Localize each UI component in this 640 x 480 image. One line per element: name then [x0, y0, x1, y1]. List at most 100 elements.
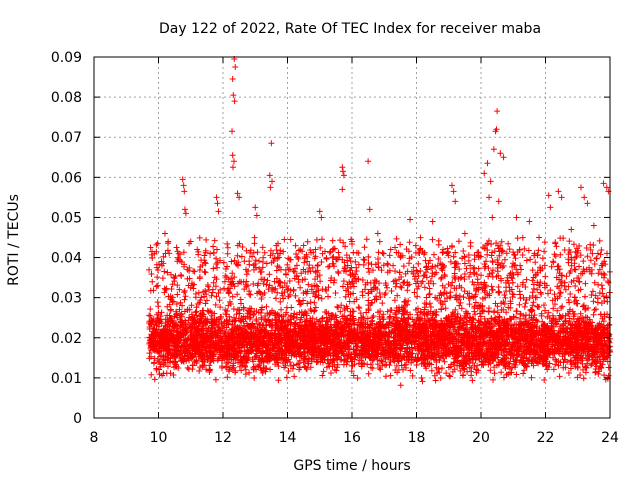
data-point: [365, 370, 372, 377]
data-point: [190, 285, 197, 292]
data-point: [365, 343, 372, 350]
data-point: [565, 370, 572, 377]
data-point: [365, 289, 372, 296]
data-point: [169, 281, 176, 288]
data-point: [565, 296, 572, 303]
data-point: [379, 249, 386, 256]
data-point: [476, 318, 483, 325]
data-point: [423, 365, 430, 372]
data-point: [440, 249, 447, 256]
data-point: [392, 283, 399, 290]
data-point: [560, 359, 567, 366]
data-point: [457, 299, 464, 306]
data-point: [494, 265, 501, 272]
data-point: [360, 344, 367, 351]
data-point: [330, 253, 337, 260]
data-point: [314, 283, 321, 290]
data-point: [237, 300, 244, 307]
data-point: [234, 291, 241, 298]
data-point: [559, 346, 566, 353]
data-point: [525, 247, 532, 254]
data-point: [422, 257, 429, 264]
data-point: [278, 342, 285, 349]
data-point: [517, 262, 524, 269]
data-point: [424, 355, 431, 362]
data-point: [262, 368, 269, 375]
data-point: [427, 278, 434, 285]
data-point: [342, 293, 349, 300]
data-point: [469, 377, 476, 384]
data-point: [156, 347, 163, 354]
data-point: [253, 316, 260, 323]
data-point: [149, 278, 156, 285]
data-point: [540, 302, 547, 309]
data-point: [387, 372, 394, 379]
data-point: [259, 264, 266, 271]
data-point: [512, 255, 519, 262]
data-point: [356, 305, 363, 312]
data-point: [297, 284, 304, 291]
data-point: [335, 268, 342, 275]
data-point: [480, 339, 487, 346]
data-point: [565, 283, 572, 290]
data-point: [327, 321, 334, 328]
data-point: [148, 371, 155, 378]
data-point: [434, 262, 441, 269]
data-point: [417, 309, 424, 316]
data-point: [483, 242, 490, 249]
data-point: [196, 234, 203, 241]
data-point: [532, 259, 539, 266]
data-point: [400, 263, 407, 270]
data-point: [375, 249, 382, 256]
data-point: [211, 274, 218, 281]
data-point: [249, 253, 256, 260]
data-point: [340, 239, 347, 246]
data-point: [295, 247, 302, 254]
data-point: [173, 244, 180, 251]
data-point: [210, 250, 217, 257]
data-point: [225, 328, 232, 335]
data-point: [220, 259, 227, 266]
data-point: [334, 303, 341, 310]
data-point: [146, 350, 153, 357]
data-point: [225, 302, 232, 309]
data-point: [463, 265, 470, 272]
data-point: [278, 313, 285, 320]
data-point: [580, 375, 587, 382]
data-point: [461, 271, 468, 278]
data-point: [423, 269, 430, 276]
data-point: [250, 266, 257, 273]
data-point: [217, 286, 224, 293]
data-point: [222, 364, 229, 371]
data-point: [574, 249, 581, 256]
data-point: [548, 263, 555, 270]
data-point: [424, 317, 431, 324]
data-point: [451, 359, 458, 366]
data-point: [154, 299, 161, 306]
data-point: [316, 317, 323, 324]
data-point: [557, 235, 564, 242]
data-point: [520, 294, 527, 301]
data-point: [278, 306, 285, 313]
data-point: [174, 254, 181, 261]
data-point: [362, 286, 369, 293]
data-point: [206, 286, 213, 293]
data-point: [556, 293, 563, 300]
data-point: [476, 322, 483, 329]
data-point: [432, 377, 439, 384]
data-point: [583, 341, 590, 348]
data-point: [284, 261, 291, 268]
data-point: [512, 364, 519, 371]
data-point: [163, 285, 170, 292]
data-point: [213, 316, 220, 323]
data-point: [491, 248, 498, 255]
data-point: [598, 247, 605, 254]
data-point: [601, 258, 608, 265]
data-point: [575, 275, 582, 282]
data-point: [247, 291, 254, 298]
data-point: [529, 277, 536, 284]
data-point: [541, 248, 548, 255]
data-point: [539, 255, 546, 262]
data-point: [541, 377, 548, 384]
data-point: [222, 265, 229, 272]
